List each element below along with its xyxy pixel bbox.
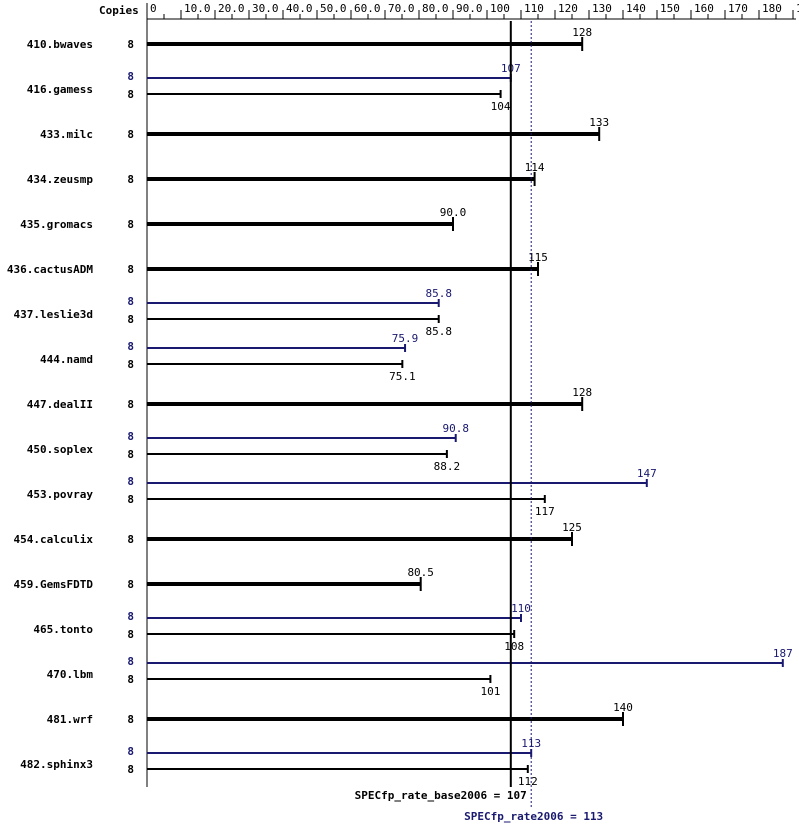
base-value-label: 140 [613,701,633,714]
base-value-label: 90.0 [440,206,467,219]
peak-value-label: 75.9 [392,332,419,345]
peak-value-label: 90.8 [442,422,469,435]
benchmark-label: 454.calculix [14,533,94,546]
x-tick-label: 150 [660,2,680,15]
base-value-label: 128 [572,26,592,39]
x-tick-label: 20.0 [218,2,245,15]
base-copies: 8 [127,263,134,276]
benchmark-label: 447.dealII [27,398,93,411]
peak-copies: 8 [127,70,134,83]
base-value-label: 101 [480,685,500,698]
x-tick-label: 110 [524,2,544,15]
base-value-label: 88.2 [434,460,461,473]
benchmark-label: 434.zeusmp [27,173,94,186]
base-copies: 8 [127,313,134,326]
peak-copies: 8 [127,610,134,623]
base-copies: 8 [127,578,134,591]
base-copies: 8 [127,173,134,186]
peak-copies: 8 [127,295,134,308]
base-value-label: 128 [572,386,592,399]
x-tick-label: 170 [728,2,748,15]
benchmark-label: 436.cactusADM [7,263,93,276]
base-value-label: 117 [535,505,555,518]
base-copies: 8 [127,398,134,411]
x-tick-label: 60.0 [354,2,381,15]
x-tick-label: 140 [626,2,646,15]
base-value-label: 80.5 [407,566,434,579]
base-value-label: 108 [504,640,524,653]
peak-value-label: 110 [511,602,531,615]
x-tick-label: 40.0 [286,2,313,15]
base-copies: 8 [127,358,134,371]
benchmark-label: 453.povray [27,488,94,501]
base-copies: 8 [127,628,134,641]
base-copies: 8 [127,533,134,546]
base-copies: 8 [127,38,134,51]
benchmark-label: 437.leslie3d [14,308,93,321]
base-copies: 8 [127,88,134,101]
x-tick-label: 70.0 [388,2,415,15]
benchmark-label: 435.gromacs [20,218,93,231]
peak-reference-label: SPECfp_rate2006 = 113 [464,810,603,823]
base-copies: 8 [127,493,134,506]
x-tick-label: 190 [796,2,799,15]
base-copies: 8 [127,673,134,686]
benchmark-label: 450.soplex [27,443,94,456]
base-copies: 8 [127,713,134,726]
x-tick-label: 0 [150,2,157,15]
peak-copies: 8 [127,745,134,758]
x-tick-label: 90.0 [456,2,483,15]
base-value-label: 104 [491,100,511,113]
base-copies: 8 [127,763,134,776]
x-tick-label: 30.0 [252,2,279,15]
benchmark-label: 410.bwaves [27,38,93,51]
base-value-label: 133 [589,116,609,129]
base-copies: 8 [127,448,134,461]
base-value-label: 114 [525,161,545,174]
benchmark-label: 470.lbm [47,668,94,681]
base-copies: 8 [127,128,134,141]
peak-value-label: 85.8 [425,287,452,300]
base-value-label: 115 [528,251,548,264]
benchmark-label: 459.GemsFDTD [14,578,94,591]
x-tick-label: 160 [694,2,714,15]
x-tick-label: 80.0 [422,2,449,15]
base-reference-label: SPECfp_rate_base2006 = 107 [355,789,527,802]
x-tick-label: 180 [762,2,782,15]
peak-value-label: 113 [521,737,541,750]
x-tick-label: 100 [490,2,510,15]
benchmark-label: 481.wrf [47,713,93,726]
x-tick-label: 50.0 [320,2,347,15]
base-value-label: 125 [562,521,582,534]
base-value-label: 112 [518,775,538,788]
benchmark-label: 444.namd [40,353,93,366]
base-value-label: 75.1 [389,370,416,383]
x-tick-label: 120 [558,2,578,15]
benchmark-label: 433.milc [40,128,93,141]
x-tick-label: 10.0 [184,2,211,15]
base-copies: 8 [127,218,134,231]
peak-value-label: 187 [773,647,793,660]
peak-copies: 8 [127,430,134,443]
peak-copies: 8 [127,475,134,488]
x-tick-label: 130 [592,2,612,15]
peak-copies: 8 [127,340,134,353]
peak-value-label: 147 [637,467,657,480]
benchmark-label: 416.gamess [27,83,93,96]
copies-header: Copies [99,4,139,17]
peak-copies: 8 [127,655,134,668]
base-value-label: 85.8 [425,325,452,338]
benchmark-label: 482.sphinx3 [20,758,93,771]
benchmark-label: 465.tonto [33,623,93,636]
